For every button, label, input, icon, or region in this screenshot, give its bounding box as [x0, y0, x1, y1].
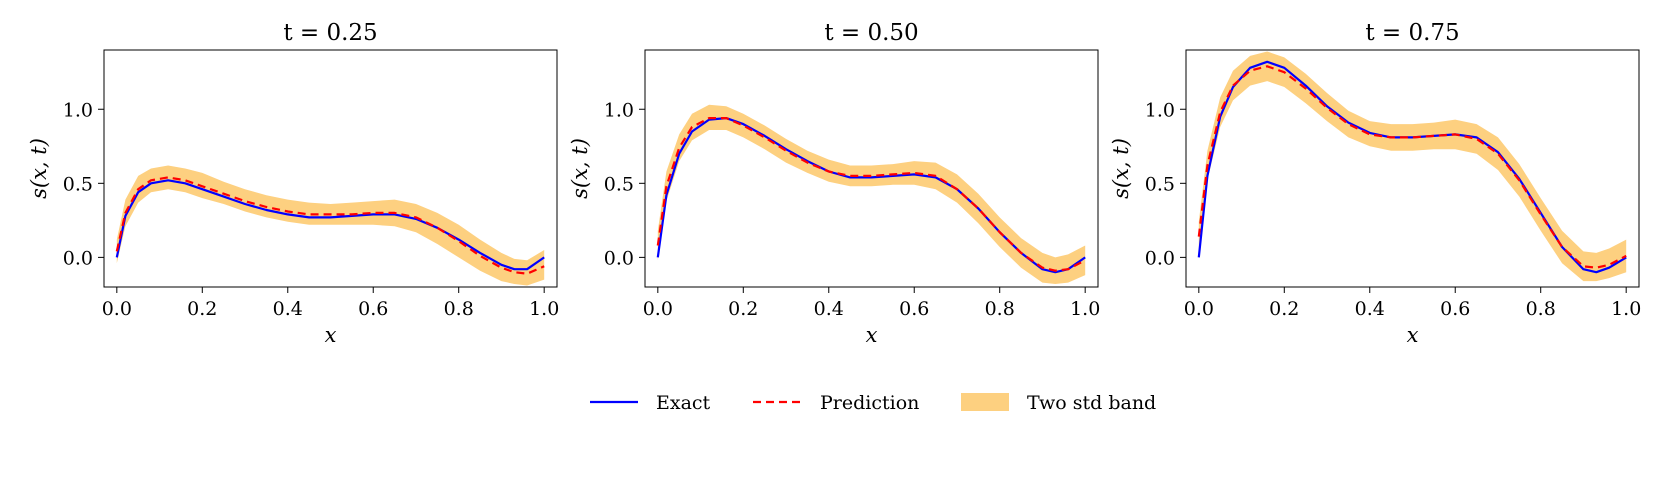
- legend-label-exact: Exact: [656, 392, 711, 414]
- x-tick-label: 0.6: [358, 298, 388, 320]
- x-tick-label: 0.2: [1269, 298, 1299, 320]
- x-tick-label: 1.0: [529, 298, 559, 320]
- axes-frame: [644, 49, 1099, 288]
- legend-label-std-band: Two std band: [1027, 392, 1156, 414]
- y-tick-label: 0.0: [604, 247, 634, 269]
- y-tick-label: 0.5: [604, 173, 634, 195]
- y-tick-label: 0.0: [63, 247, 93, 269]
- x-tick-label: 0.6: [1440, 298, 1470, 320]
- x-tick-label: 0.2: [728, 298, 758, 320]
- y-tick-label: 0.5: [63, 173, 93, 195]
- panel-title: t = 0.25: [283, 20, 377, 46]
- x-axis-label: x: [1407, 323, 1419, 347]
- x-tick-label: 0.4: [273, 298, 303, 320]
- x-axis-label: x: [866, 323, 878, 347]
- x-tick-label: 0.4: [814, 298, 844, 320]
- legend: Exact Prediction Two std band: [590, 392, 1156, 414]
- prediction-line: [1197, 65, 1627, 269]
- std-band: [657, 104, 1086, 284]
- plot-area: [115, 165, 545, 286]
- plot-area: [1197, 51, 1627, 282]
- exact-line: [115, 179, 545, 271]
- x-tick-label: 0.8: [1526, 298, 1556, 320]
- x-tick-label: 0.0: [643, 298, 673, 320]
- subplot-2: 0.0 0.2 0.4 0.6 0.8 1.0 0.0 0.5 1.0 t = 0.50 x s(x,…: [568, 20, 1100, 347]
- x-tick-label: 0.8: [985, 298, 1015, 320]
- y-axis-label: s(x, t): [568, 138, 592, 199]
- y-tick-label: 1.0: [63, 99, 93, 121]
- y-tick-label: 1.0: [1145, 99, 1175, 121]
- panel-title: t = 0.75: [1365, 20, 1459, 46]
- subplots-grid: 0.0 0.2 0.4 0.6 0.8 1.0 0.0 0.5 1.0 t = 0.25 x s(x,…: [27, 20, 1641, 347]
- panel-title: t = 0.50: [824, 20, 918, 46]
- y-tick-label: 1.0: [604, 99, 634, 121]
- subplot-3: 0.0 0.2 0.4 0.6 0.8 1.0 0.0 0.5 1.0 t = 0.75 x s(x,…: [1109, 20, 1641, 347]
- axes-frame: [103, 49, 558, 288]
- x-tick-label: 0.6: [899, 298, 929, 320]
- x-tick-label: 1.0: [1611, 298, 1641, 320]
- x-tick-label: 0.8: [444, 298, 474, 320]
- y-axis-label: s(x, t): [27, 138, 51, 199]
- prediction-line: [115, 176, 545, 275]
- x-tick-label: 1.0: [1070, 298, 1100, 320]
- legend-label-prediction: Prediction: [820, 392, 919, 414]
- subplot-1: 0.0 0.2 0.4 0.6 0.8 1.0 0.0 0.5 1.0 t = 0.25 x s(x,…: [27, 20, 559, 347]
- x-tick-label: 0.0: [1184, 298, 1214, 320]
- exact-line: [656, 117, 1086, 274]
- std-band: [1198, 51, 1627, 282]
- plot-area: [656, 104, 1086, 284]
- y-tick-label: 0.0: [1145, 247, 1175, 269]
- legend-swatch-std-band: [961, 393, 1009, 411]
- x-axis-label: x: [325, 323, 337, 347]
- axes-frame: [1185, 49, 1640, 288]
- y-tick-label: 0.5: [1145, 173, 1175, 195]
- x-tick-label: 0.4: [1355, 298, 1385, 320]
- x-tick-label: 0.2: [187, 298, 217, 320]
- x-tick-label: 0.0: [102, 298, 132, 320]
- y-axis-label: s(x, t): [1109, 138, 1133, 199]
